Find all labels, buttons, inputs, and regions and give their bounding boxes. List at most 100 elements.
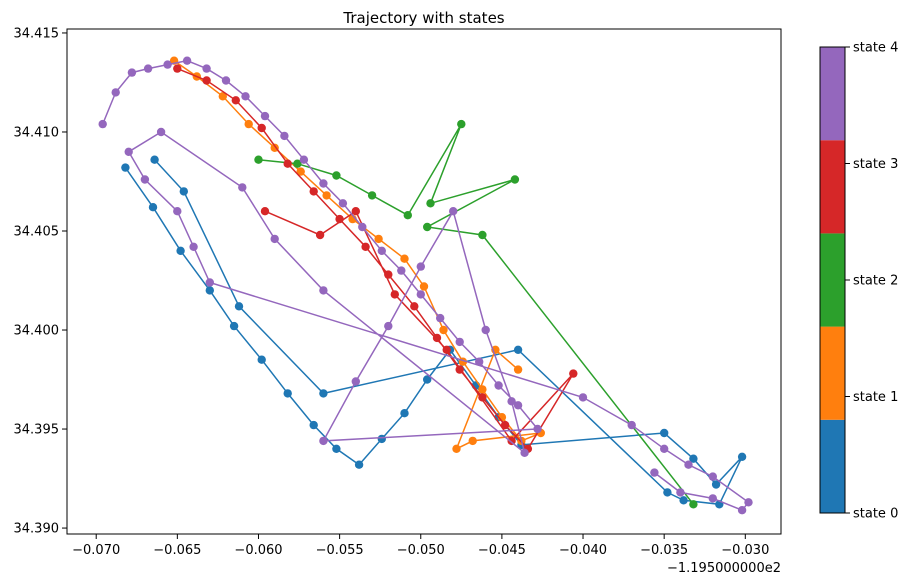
data-point <box>416 262 425 271</box>
data-point <box>319 389 328 398</box>
data-point <box>202 64 211 73</box>
data-point <box>397 266 406 275</box>
data-point <box>374 234 383 244</box>
colorbar-segment <box>820 140 845 234</box>
data-point <box>737 506 747 515</box>
y-tick-label: 34.390 <box>14 522 60 537</box>
data-point <box>241 92 250 101</box>
data-point <box>205 286 214 295</box>
data-point <box>202 76 211 85</box>
data-point <box>578 393 588 402</box>
data-point <box>234 302 244 311</box>
data-point <box>299 155 309 164</box>
data-point <box>335 214 344 224</box>
y-tick-label: 34.410 <box>14 125 60 140</box>
data-point <box>513 401 523 410</box>
data-point <box>676 488 685 497</box>
data-point <box>358 222 367 232</box>
data-point <box>354 460 364 469</box>
data-point <box>384 321 393 331</box>
x-tick-label: −0.060 <box>234 543 282 558</box>
data-point <box>143 64 153 73</box>
data-point <box>478 393 487 402</box>
data-point <box>322 191 331 200</box>
data-point <box>660 444 669 453</box>
data-point <box>737 452 747 461</box>
x-tick-label: −0.035 <box>640 543 688 558</box>
data-point <box>442 345 451 354</box>
data-point <box>650 468 659 477</box>
data-point <box>684 460 693 469</box>
data-point <box>384 270 393 279</box>
data-point <box>494 381 503 390</box>
data-point <box>229 321 239 331</box>
data-point <box>457 119 466 129</box>
data-point <box>257 355 266 364</box>
colorbar-label: state 4 <box>853 41 898 56</box>
colorbar-label: state 3 <box>853 157 898 172</box>
data-point <box>179 187 188 196</box>
series-state-1 <box>169 56 545 453</box>
x-tick-label: −0.040 <box>559 543 607 558</box>
data-point <box>260 207 270 216</box>
data-point <box>309 420 318 430</box>
chart-title: Trajectory with states <box>342 9 504 27</box>
data-point <box>390 290 399 299</box>
data-point <box>338 199 348 208</box>
data-point <box>520 448 529 457</box>
x-tick-label: −0.050 <box>397 543 445 558</box>
colorbar: state 0 state 1 state 2 state 3 state 4 <box>819 41 898 522</box>
data-point <box>361 242 370 251</box>
data-point <box>332 171 341 180</box>
data-point <box>708 472 717 481</box>
data-point <box>403 211 412 220</box>
data-point <box>708 494 717 503</box>
data-point <box>410 302 419 311</box>
data-point <box>513 345 523 354</box>
data-point <box>478 385 487 394</box>
colorbar-segment <box>820 47 845 141</box>
data-point <box>293 159 302 168</box>
y-tick-label: 34.415 <box>14 26 60 41</box>
series-state-4 <box>98 56 753 515</box>
data-point <box>711 480 721 489</box>
data-point <box>377 246 386 255</box>
data-point <box>163 60 172 69</box>
data-point <box>744 498 753 507</box>
data-point <box>189 242 198 251</box>
data-point <box>98 119 107 129</box>
data-point <box>257 123 266 133</box>
data-point <box>432 333 442 343</box>
data-point <box>182 56 192 65</box>
series-state-0 <box>121 155 747 509</box>
data-point <box>436 313 445 323</box>
data-point <box>218 92 227 101</box>
data-point <box>150 155 159 164</box>
x-tick-label: −0.065 <box>153 543 201 558</box>
x-tick-label: −0.070 <box>72 543 120 558</box>
data-point <box>140 175 150 184</box>
data-point <box>127 68 137 77</box>
data-point <box>377 434 386 444</box>
data-point <box>254 155 263 164</box>
data-point <box>627 420 636 430</box>
data-point <box>176 246 185 255</box>
data-point <box>221 76 231 85</box>
x-tick-label: −0.030 <box>721 543 769 558</box>
colorbar-label: state 2 <box>853 274 898 289</box>
data-point <box>296 167 305 176</box>
data-point <box>124 147 133 156</box>
data-point <box>319 286 328 295</box>
series-line-state-3 <box>177 67 574 451</box>
data-point <box>660 428 669 438</box>
data-point <box>481 325 490 335</box>
data-point <box>533 424 542 434</box>
data-point <box>455 337 464 347</box>
data-point <box>478 230 487 240</box>
data-point <box>500 420 510 430</box>
data-point <box>332 444 341 453</box>
data-point <box>231 96 240 105</box>
data-point <box>400 409 409 418</box>
data-point <box>351 207 360 216</box>
